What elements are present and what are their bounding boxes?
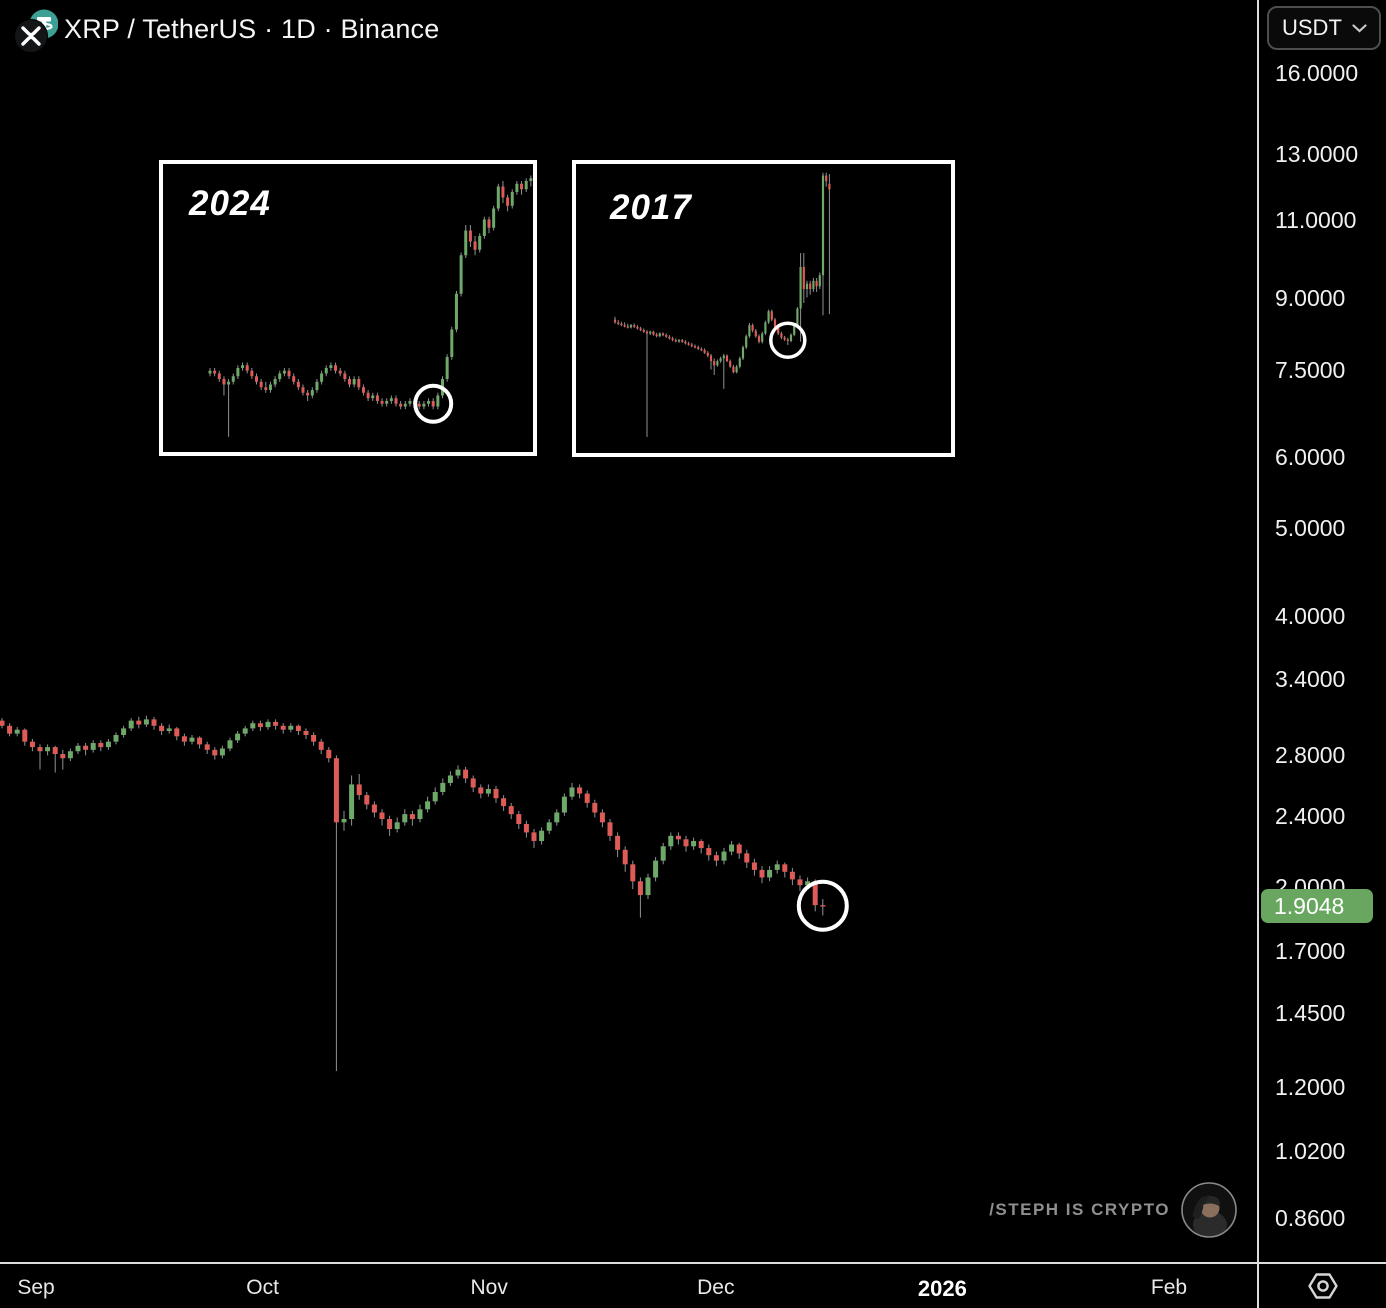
inset-2017-label: 2017	[610, 188, 692, 227]
main-candles	[0, 715, 826, 1072]
price-tick-label: 1.2000	[1275, 1074, 1346, 1101]
price-tick-label: 1.4500	[1275, 1000, 1346, 1027]
time-axis-label-oct: Oct	[246, 1276, 279, 1299]
time-axis[interactable]: Sep Oct Nov Dec 2026 Feb	[0, 1262, 1386, 1308]
price-tick-label: 2.8000	[1275, 742, 1346, 769]
last-price-value: 1.9048	[1274, 892, 1345, 919]
inset_2017-candles	[613, 172, 831, 438]
price-tick-label: 1.7000	[1275, 937, 1346, 964]
hexagon-circle-icon[interactable]	[1307, 1272, 1339, 1300]
price-tick-label: 2.4000	[1275, 802, 1346, 829]
price-tick-label: 3.4000	[1275, 666, 1346, 693]
steph-avatar	[1181, 1182, 1237, 1238]
watermark: /STEPH IS CRYPTO	[989, 1181, 1238, 1239]
price-tick-label: 16.0000	[1275, 60, 1359, 87]
highlight-circle	[769, 321, 807, 359]
last-price-badge: 1.9048	[1261, 889, 1373, 924]
price-tick-label: 4.0000	[1275, 602, 1346, 629]
price-tick-label: 11.0000	[1275, 206, 1357, 233]
inset-2017-box: 2017	[572, 160, 955, 457]
inset-2024-label: 2024	[189, 184, 271, 223]
currency-dropdown[interactable]: USDT	[1267, 6, 1381, 50]
xrp-icon	[14, 19, 48, 53]
symbol-header: XRP / TetherUS · 1D · Binance	[8, 4, 439, 54]
price-tick-label: 0.8600	[1275, 1204, 1346, 1231]
inset_2024-candles	[208, 175, 533, 437]
price-tick-label: 5.0000	[1275, 515, 1346, 542]
time-axis-label-feb: Feb	[1150, 1276, 1188, 1299]
price-tick-label: 9.0000	[1275, 285, 1346, 312]
time-axis-label-sep: Sep	[17, 1276, 55, 1299]
chart-title: XRP / TetherUS · 1D · Binance	[64, 13, 440, 44]
time-axis-label-dec: Dec	[697, 1276, 735, 1299]
price-tick-label: 1.0200	[1275, 1137, 1346, 1164]
axis-corner	[1257, 1262, 1386, 1308]
price-tick-label: 13.0000	[1275, 141, 1359, 168]
price-axis[interactable]: USDT 16.0000 13.0000 11.0000 9.0000 7.5000 6.…	[1257, 0, 1386, 1262]
watermark-text: /STEPH IS CRYPTO	[989, 1200, 1170, 1219]
price-tick-label: 7.5000	[1275, 356, 1346, 383]
inset-2024-box: 2024	[159, 160, 537, 456]
chevron-down-icon	[1352, 23, 1367, 32]
time-axis-label-nov: Nov	[470, 1276, 508, 1299]
highlight-circle	[796, 879, 849, 932]
pair-logo	[14, 9, 58, 53]
price-tick-label: 6.0000	[1275, 444, 1346, 471]
time-axis-label-2026: 2026	[917, 1276, 967, 1301]
highlight-circle	[413, 383, 454, 424]
currency-dropdown-label: USDT	[1282, 15, 1342, 40]
